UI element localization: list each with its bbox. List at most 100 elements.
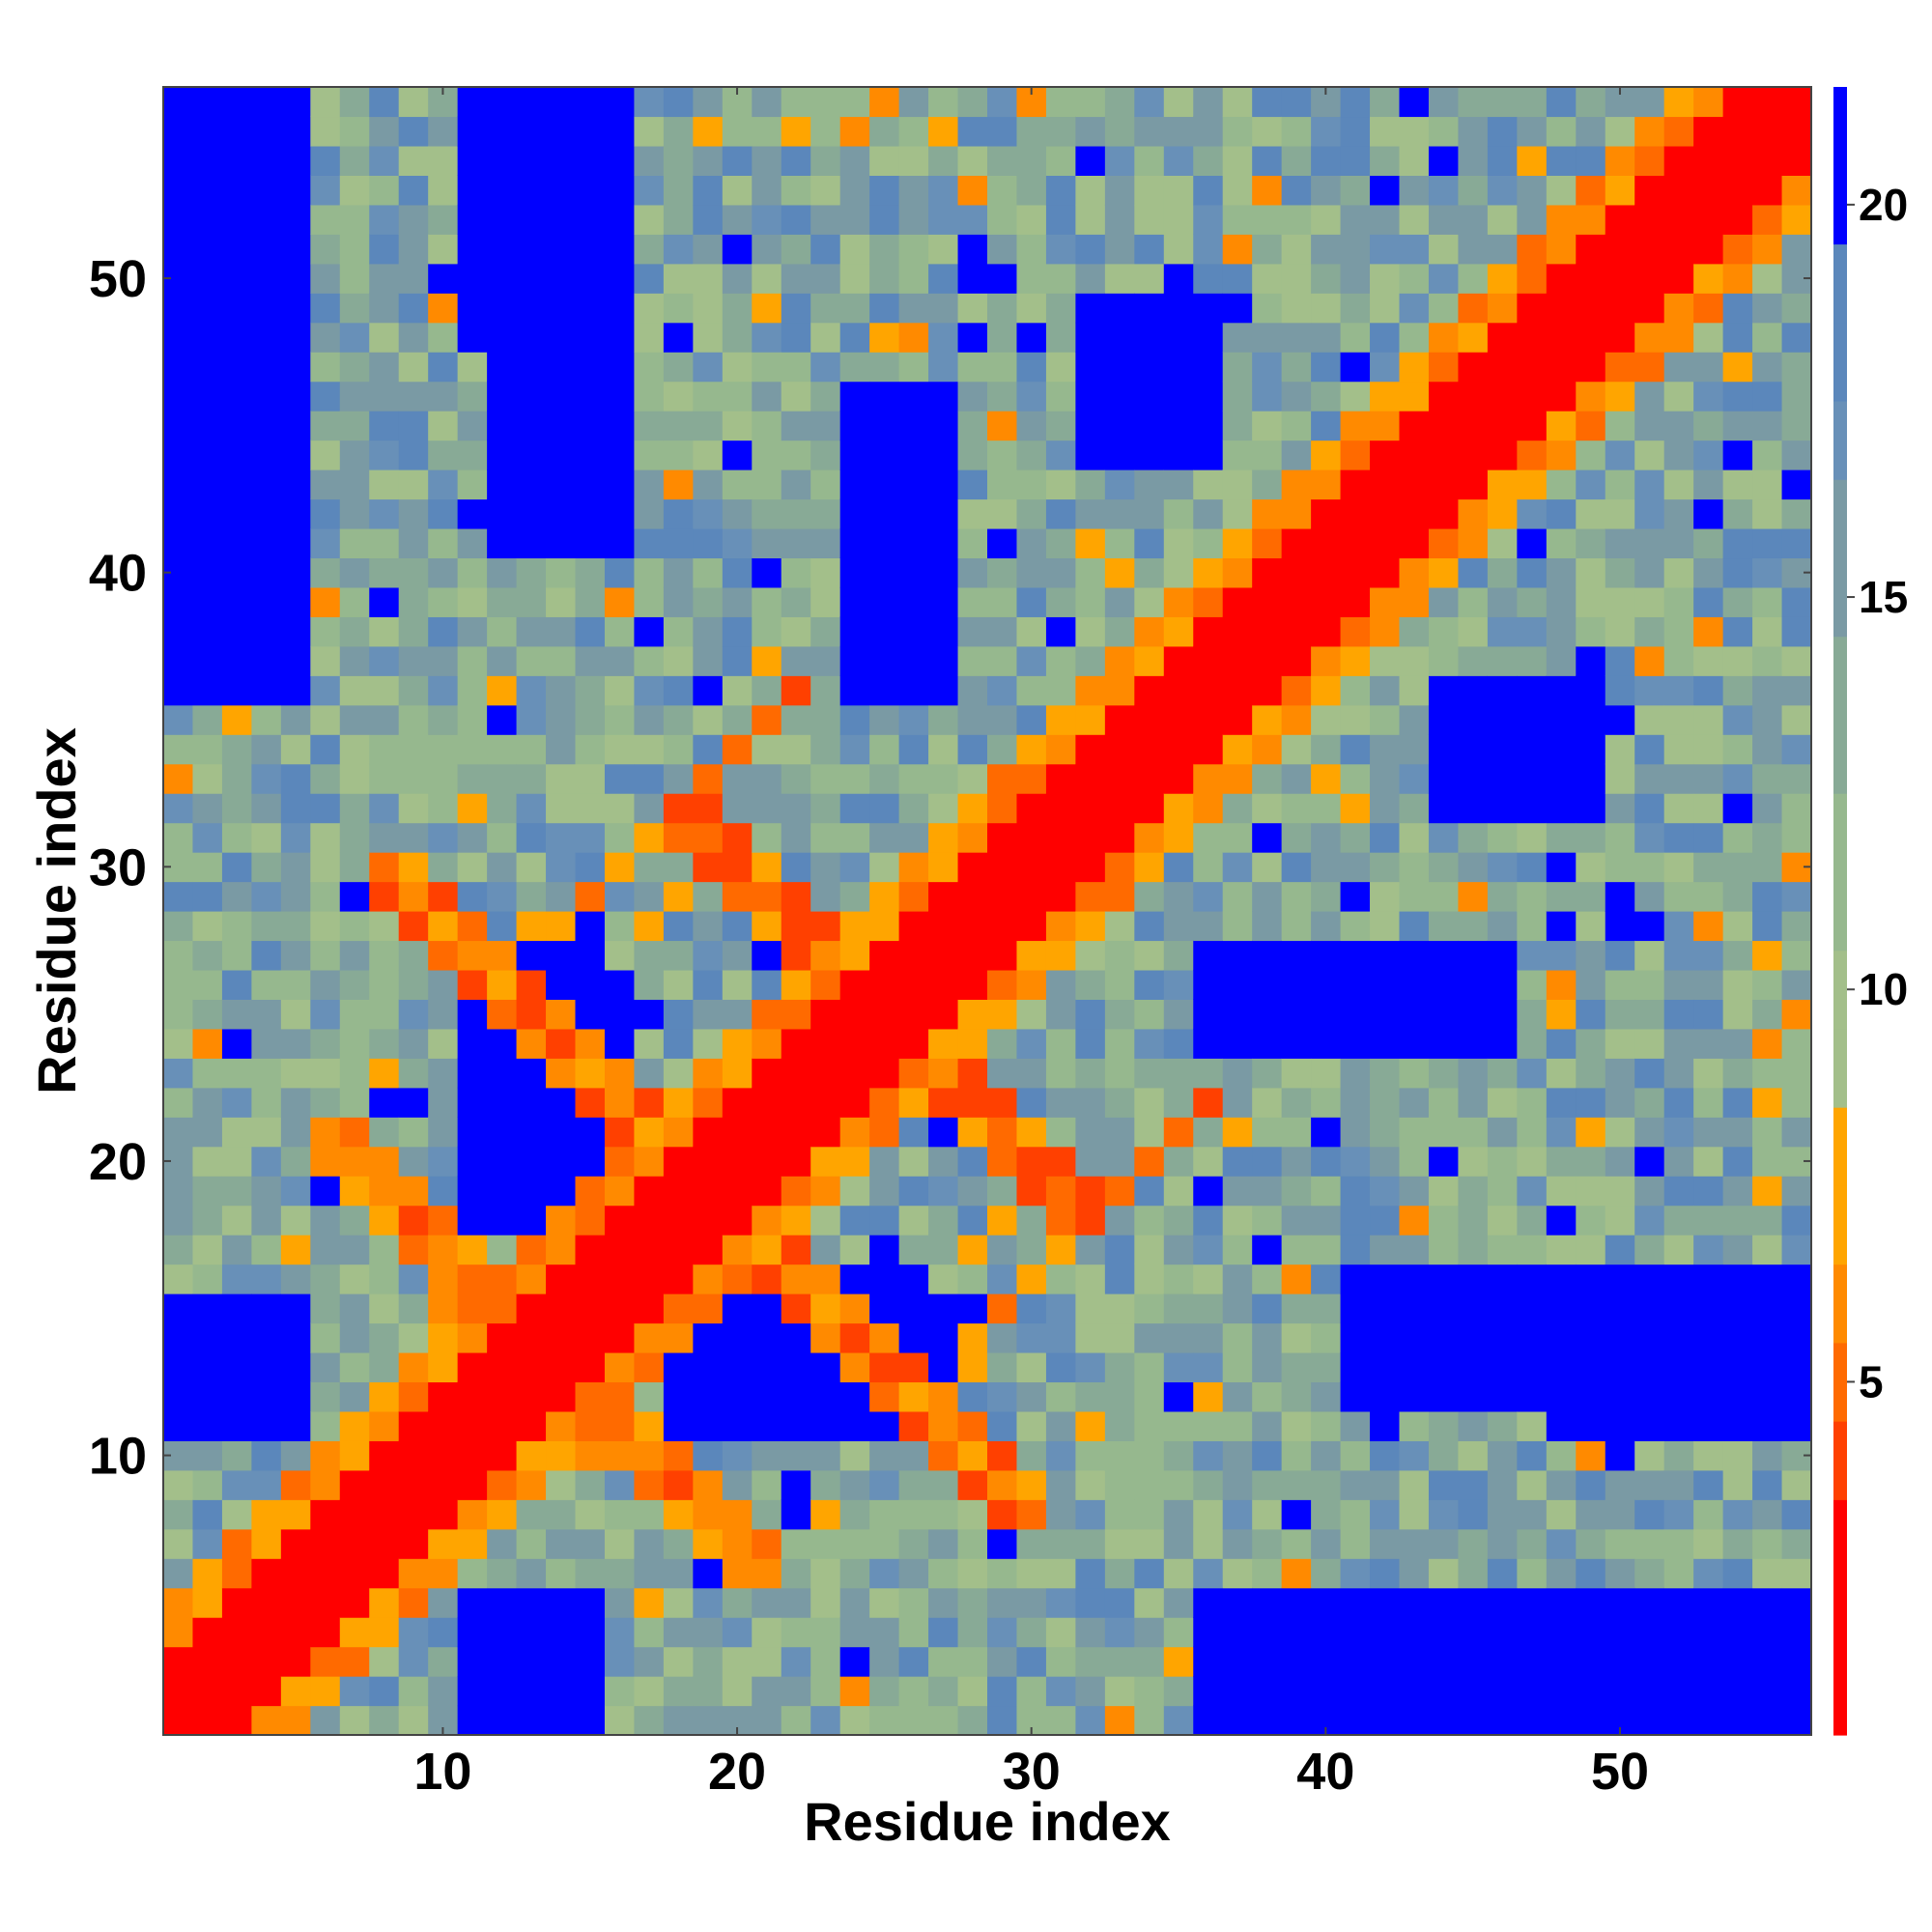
- heatmap-cell: [310, 1646, 341, 1677]
- heatmap-cell: [1222, 1617, 1253, 1648]
- heatmap-cell: [1663, 645, 1694, 676]
- heatmap-cell: [1546, 969, 1577, 1000]
- heatmap-cell: [928, 234, 959, 265]
- heatmap-cell: [957, 293, 988, 324]
- heatmap-cell: [1252, 1528, 1283, 1559]
- heatmap-cell: [634, 411, 665, 441]
- heatmap-cell: [839, 1469, 870, 1500]
- heatmap-cell: [1193, 645, 1224, 676]
- heatmap-cell: [163, 1381, 194, 1412]
- heatmap-cell: [1605, 1117, 1635, 1148]
- heatmap-cell: [781, 87, 811, 118]
- heatmap-cell: [957, 1410, 988, 1441]
- heatmap-cell: [1752, 527, 1783, 559]
- heatmap-cell: [546, 969, 577, 1000]
- heatmap-cell: [1781, 1293, 1812, 1324]
- heatmap-cell: [1546, 322, 1577, 353]
- heatmap-cell: [1487, 352, 1518, 383]
- heatmap-cell: [369, 763, 400, 794]
- heatmap-cell: [1752, 911, 1783, 942]
- heatmap-cell: [1045, 940, 1076, 971]
- heatmap-cell: [280, 1528, 311, 1559]
- heatmap-cell: [1193, 793, 1224, 824]
- heatmap-cell: [810, 704, 841, 735]
- heatmap-cell: [1428, 940, 1460, 971]
- heatmap-cell: [663, 1469, 694, 1500]
- heatmap-cell: [1045, 469, 1076, 500]
- heatmap-cell: [398, 1205, 429, 1236]
- heatmap-cell: [898, 1440, 929, 1471]
- heatmap-cell: [957, 440, 988, 470]
- heatmap-cell: [987, 822, 1018, 853]
- heatmap-cell: [604, 204, 636, 235]
- heatmap-cell: [457, 734, 488, 765]
- heatmap-cell: [1576, 940, 1606, 971]
- heatmap-cell: [1281, 352, 1312, 383]
- heatmap-cell: [663, 675, 694, 706]
- heatmap-cell: [810, 616, 841, 647]
- heatmap-cell: [1663, 822, 1694, 853]
- heatmap-cell: [428, 1381, 459, 1412]
- heatmap-cell: [663, 263, 694, 294]
- heatmap-cell: [1370, 1558, 1401, 1589]
- heatmap-cell: [1693, 498, 1724, 529]
- heatmap-cell: [810, 1646, 841, 1677]
- heatmap-cell: [1693, 1028, 1724, 1059]
- heatmap-cell: [1075, 352, 1106, 383]
- heatmap-cell: [1134, 852, 1165, 883]
- heatmap-cell: [280, 293, 311, 324]
- heatmap-cell: [1663, 1469, 1694, 1500]
- heatmap-cell: [575, 1293, 606, 1324]
- heatmap-cell: [1340, 1617, 1371, 1648]
- heatmap-cell: [369, 969, 400, 1000]
- heatmap-cell: [1487, 263, 1518, 294]
- heatmap-cell: [781, 352, 811, 383]
- heatmap-cell: [398, 469, 429, 500]
- heatmap-cell: [251, 1617, 282, 1648]
- heatmap-cell: [1458, 498, 1489, 529]
- heatmap-cell: [1134, 116, 1165, 147]
- heatmap-cell: [398, 704, 429, 735]
- heatmap-cell: [1781, 1410, 1812, 1441]
- heatmap-cell: [428, 940, 459, 971]
- heatmap-cell: [1752, 852, 1783, 883]
- plot-frame: [162, 86, 1812, 1736]
- heatmap-cell: [869, 204, 900, 235]
- heatmap-cell: [1045, 204, 1076, 235]
- heatmap-cell: [516, 381, 547, 412]
- heatmap-cell: [1163, 763, 1194, 794]
- heatmap-cell: [221, 704, 252, 735]
- heatmap-cell: [221, 969, 252, 1000]
- heatmap-cell: [369, 527, 400, 559]
- heatmap-cell: [1663, 1176, 1694, 1207]
- heatmap-cell: [457, 1558, 488, 1589]
- heatmap-cell: [369, 411, 400, 441]
- heatmap-cell: [1605, 1676, 1635, 1707]
- heatmap-cell: [1311, 852, 1342, 883]
- heatmap-cell: [1252, 1617, 1283, 1648]
- heatmap-cell: [869, 1235, 900, 1265]
- heatmap-cell: [339, 381, 370, 412]
- heatmap-cell: [1281, 793, 1312, 824]
- heatmap-cell: [810, 1235, 841, 1265]
- heatmap-cell: [398, 1587, 429, 1618]
- heatmap-cell: [928, 822, 959, 853]
- heatmap-cell: [1634, 1440, 1665, 1471]
- heatmap-cell: [898, 1264, 929, 1294]
- heatmap-cell: [516, 87, 547, 118]
- heatmap-cell: [1252, 940, 1283, 971]
- heatmap-cell: [781, 1087, 811, 1118]
- heatmap-cell: [1663, 1293, 1694, 1324]
- heatmap-cell: [1281, 911, 1312, 942]
- heatmap-cell: [898, 675, 929, 706]
- heatmap-cell: [1752, 1176, 1783, 1207]
- heatmap-cell: [957, 586, 988, 617]
- heatmap-cell: [1605, 234, 1635, 265]
- heatmap-cell: [1781, 1028, 1812, 1059]
- heatmap-cell: [1487, 204, 1518, 235]
- heatmap-cell: [752, 1381, 782, 1412]
- heatmap-cell: [1252, 1146, 1283, 1177]
- heatmap-cell: [1693, 1117, 1724, 1148]
- heatmap-cell: [1370, 852, 1401, 883]
- heatmap-cell: [839, 381, 870, 412]
